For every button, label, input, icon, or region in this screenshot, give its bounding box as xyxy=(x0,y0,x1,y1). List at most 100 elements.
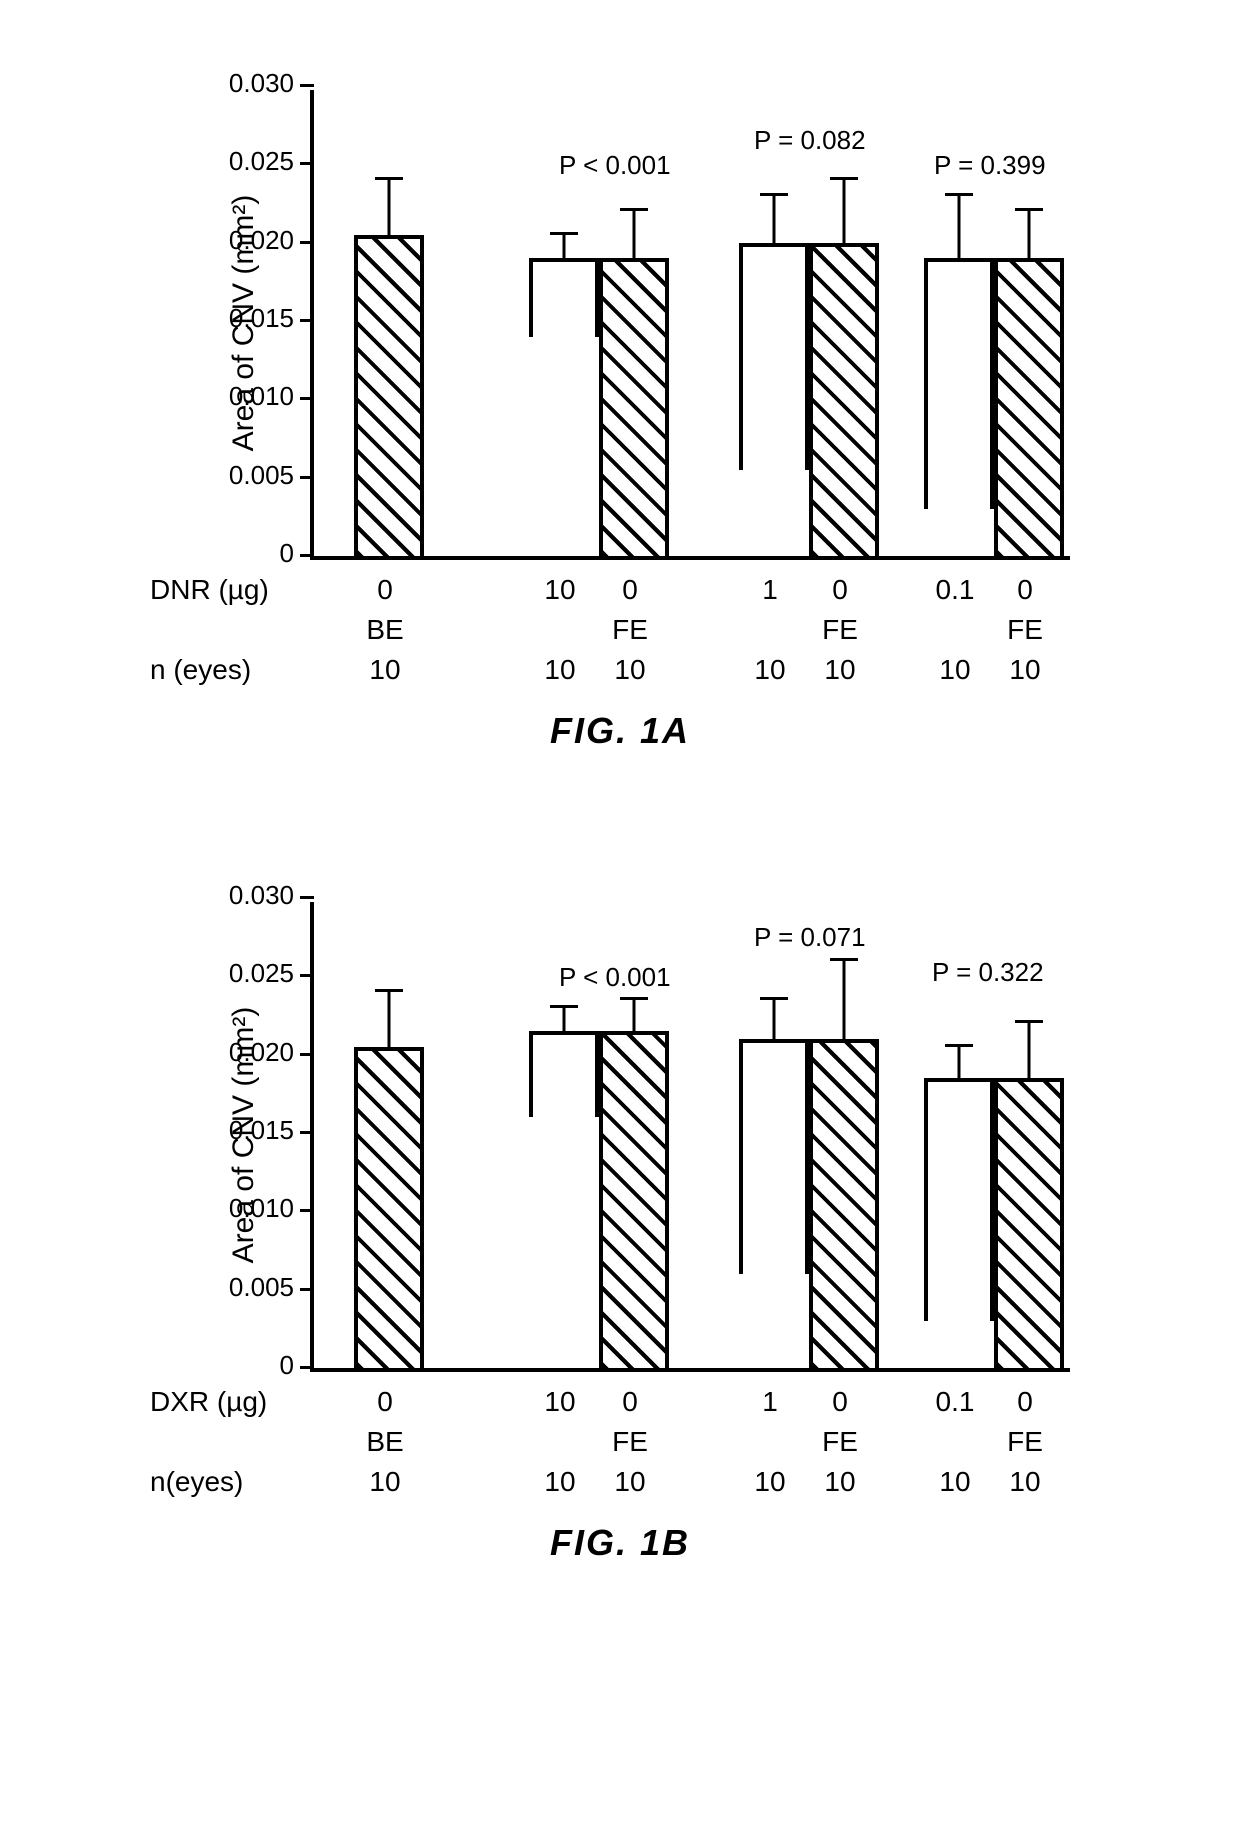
x-cell: 0 xyxy=(832,574,848,606)
x-cell: 0.1 xyxy=(936,1386,975,1418)
bar-group xyxy=(739,243,879,556)
x-cell: 10 xyxy=(614,1466,645,1498)
error-bar xyxy=(633,211,636,258)
x-row-eye: BE FE FE FE xyxy=(310,1422,1070,1462)
error-bar xyxy=(563,1008,566,1032)
x-row-dose: DXR (µg)0100100.10 xyxy=(310,1382,1070,1422)
x-cell: 10 xyxy=(824,654,855,686)
y-tick-label: 0.010 xyxy=(229,1193,294,1224)
x-cell: 10 xyxy=(369,1466,400,1498)
error-bar-cap xyxy=(830,177,858,180)
x-row-dose: DNR (µg)0100100.10 xyxy=(310,570,1070,610)
y-tick-label: 0.030 xyxy=(229,880,294,911)
x-row-n: n (eyes)10101010101010 xyxy=(310,650,1070,690)
x-row-heading: n (eyes) xyxy=(150,654,300,686)
y-tick-label: 0.020 xyxy=(229,1037,294,1068)
y-tick xyxy=(300,1366,314,1369)
bar-hatched xyxy=(354,1047,424,1368)
plot-area: Area of CNV (mm²)00.0050.0100.0150.0200.… xyxy=(310,90,1070,560)
x-cell: FE xyxy=(1007,614,1043,646)
page: Area of CNV (mm²)00.0050.0100.0150.0200.… xyxy=(0,0,1240,1846)
chart-box: Area of CNV (mm²)00.0050.0100.0150.0200.… xyxy=(220,60,1120,560)
x-cell: 10 xyxy=(754,1466,785,1498)
figure-panel-A: Area of CNV (mm²)00.0050.0100.0150.0200.… xyxy=(120,60,1120,752)
y-tick-label: 0.020 xyxy=(229,225,294,256)
x-cell: 0 xyxy=(1017,574,1033,606)
error-bar xyxy=(843,180,846,243)
error-bar-cap xyxy=(375,177,403,180)
x-cell: 10 xyxy=(754,654,785,686)
x-cell: 0 xyxy=(1017,1386,1033,1418)
bar-hatched xyxy=(994,1078,1064,1368)
x-cell: 0 xyxy=(832,1386,848,1418)
error-bar-cap xyxy=(945,193,973,196)
y-tick-label: 0.015 xyxy=(229,1115,294,1146)
bar-group xyxy=(924,1078,1064,1368)
y-tick xyxy=(300,1053,314,1056)
bar-hatched xyxy=(599,258,669,556)
y-tick-label: 0.010 xyxy=(229,381,294,412)
x-axis-labels: DNR (µg)0100100.10BEFEFEFEn (eyes)101010… xyxy=(310,570,1070,690)
x-cell: 10 xyxy=(544,1466,575,1498)
error-bar-cap xyxy=(620,208,648,211)
x-row-heading: DXR (µg) xyxy=(150,1386,300,1418)
y-tick xyxy=(300,241,314,244)
y-tick xyxy=(300,974,314,977)
error-bar xyxy=(563,235,566,259)
bar-group xyxy=(354,1047,424,1368)
x-cell: 10 xyxy=(939,1466,970,1498)
bar-open xyxy=(529,258,599,336)
x-cell: 10 xyxy=(824,1466,855,1498)
bar-hatched xyxy=(994,258,1064,556)
bar-open xyxy=(529,1031,599,1117)
error-bar xyxy=(843,961,846,1039)
y-tick xyxy=(300,896,314,899)
bar-hatched xyxy=(809,243,879,556)
y-tick-label: 0.030 xyxy=(229,68,294,99)
error-bar-cap xyxy=(550,232,578,235)
x-cell: 10 xyxy=(939,654,970,686)
y-tick xyxy=(300,476,314,479)
x-row-eye: BEFEFEFE xyxy=(310,610,1070,650)
x-cell: FE xyxy=(1007,1426,1043,1458)
x-row-heading: DNR (µg) xyxy=(150,574,300,606)
error-bar-cap xyxy=(830,958,858,961)
bar-group xyxy=(354,235,424,556)
error-bar xyxy=(1028,211,1031,258)
error-bar xyxy=(773,1000,776,1039)
y-tick xyxy=(300,397,314,400)
x-cell: 0 xyxy=(622,574,638,606)
y-tick-label: 0.025 xyxy=(229,958,294,989)
y-tick-label: 0 xyxy=(280,538,294,569)
x-cell: FE xyxy=(612,1426,648,1458)
figure-caption: FIG. 1B xyxy=(120,1522,1120,1564)
x-cell: 1 xyxy=(762,574,778,606)
p-value-label: P < 0.001 xyxy=(559,962,671,993)
error-bar-cap xyxy=(1015,1020,1043,1023)
x-cell: 0.1 xyxy=(936,574,975,606)
bar-hatched xyxy=(599,1031,669,1368)
x-cell: FE xyxy=(612,614,648,646)
y-tick-label: 0.025 xyxy=(229,146,294,177)
y-tick xyxy=(300,162,314,165)
x-cell: BE xyxy=(366,1426,403,1458)
error-bar-cap xyxy=(375,989,403,992)
x-cell: 0 xyxy=(622,1386,638,1418)
error-bar xyxy=(388,180,391,235)
x-cell: 1 xyxy=(762,1386,778,1418)
bar-group xyxy=(529,1031,669,1368)
bar-hatched xyxy=(354,235,424,556)
figure-panel-B: Area of CNV (mm²)00.0050.0100.0150.0200.… xyxy=(120,872,1120,1564)
p-value-label: P = 0.071 xyxy=(754,922,866,953)
x-cell: 10 xyxy=(1009,1466,1040,1498)
y-tick xyxy=(300,1209,314,1212)
bar-open xyxy=(739,1039,809,1274)
y-tick-label: 0 xyxy=(280,1350,294,1381)
error-bar xyxy=(388,992,391,1047)
x-cell: BE xyxy=(366,614,403,646)
x-axis-labels: DXR (µg)0100100.10BEFEFEFEn(eyes)1010101… xyxy=(310,1382,1070,1502)
x-cell: FE xyxy=(822,1426,858,1458)
bar-group xyxy=(924,258,1064,556)
y-tick xyxy=(300,1288,314,1291)
plot-area: Area of CNV (mm²)00.0050.0100.0150.0200.… xyxy=(310,902,1070,1372)
